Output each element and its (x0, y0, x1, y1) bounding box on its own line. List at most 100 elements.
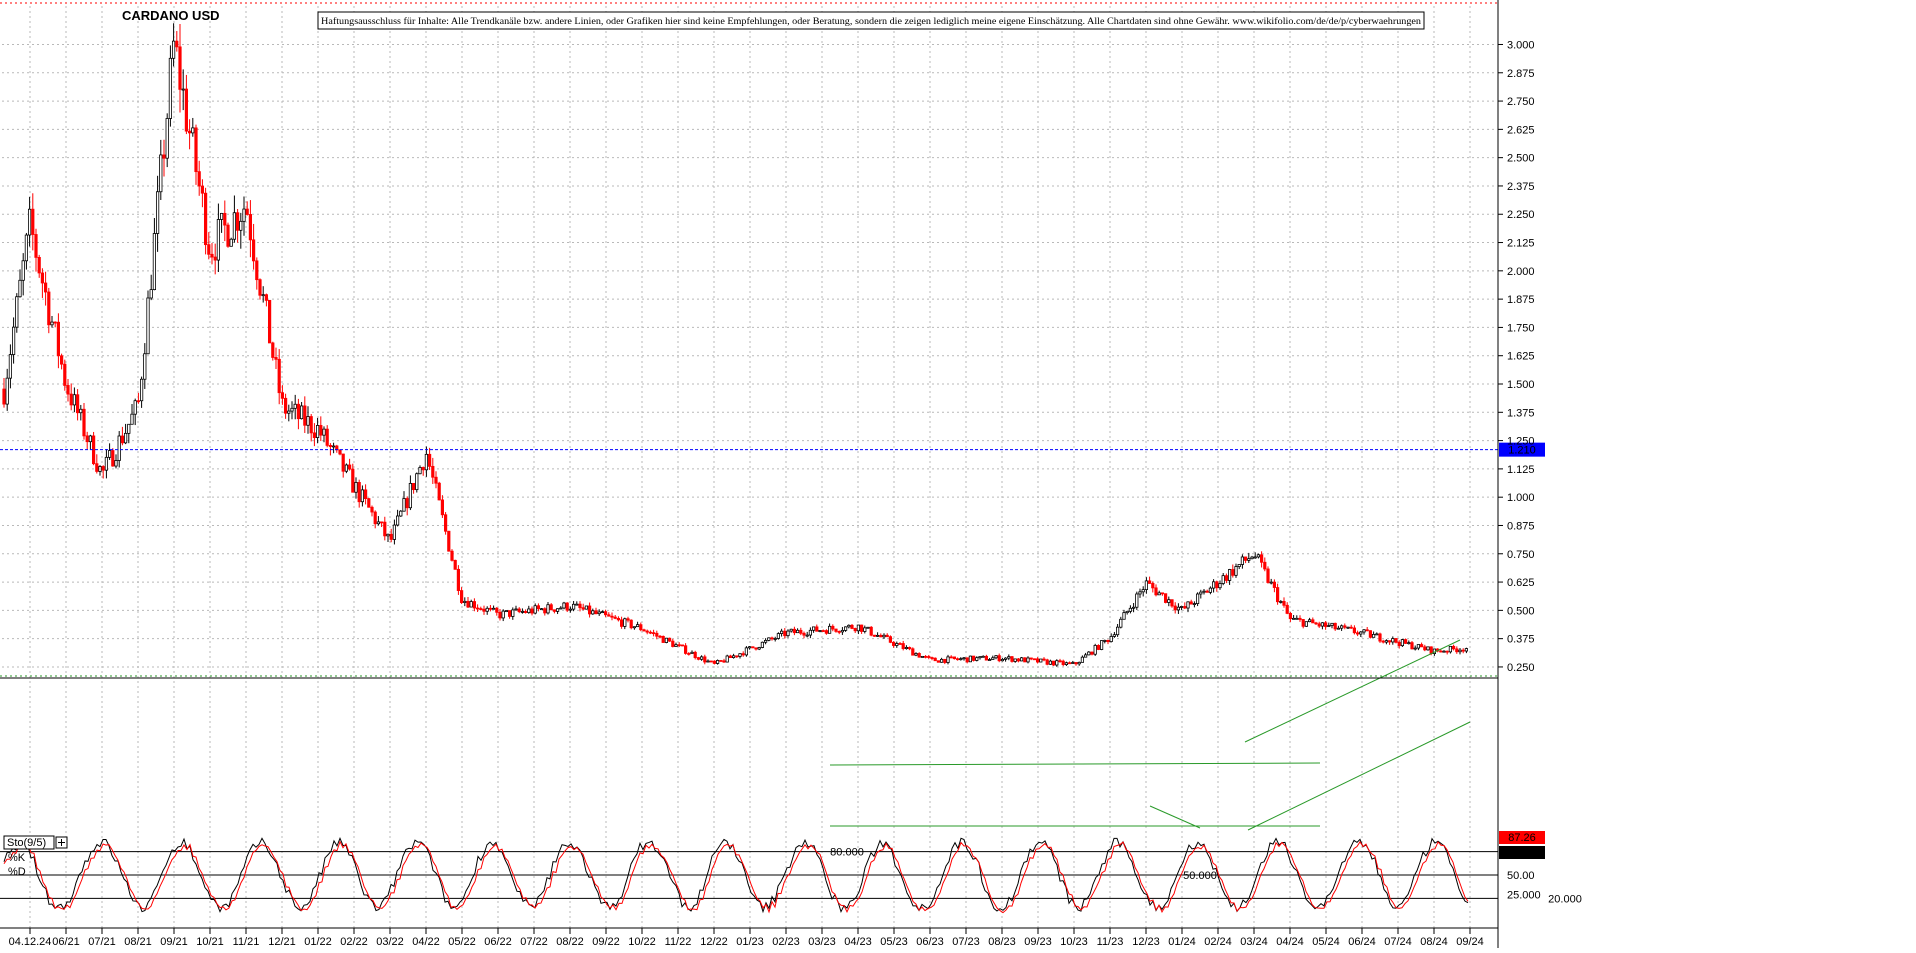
candle-body (581, 607, 585, 610)
candle-body (235, 212, 240, 231)
candle-body (748, 646, 752, 649)
candle-body (463, 600, 467, 603)
candle-body (831, 625, 835, 630)
y-tick-label: 2.750 (1507, 96, 1535, 108)
candle-body (1196, 593, 1200, 604)
candle-body (972, 655, 976, 661)
axis-layer: 3.000 2.875 2.750 2.625 2.500 2.375 2.250 2.125… (0, 0, 1535, 948)
chart-title: CARDANO USD (122, 8, 220, 23)
candle-body (1199, 591, 1203, 595)
candle-body (1080, 656, 1084, 663)
candle-body (661, 635, 665, 643)
candle-body (1301, 619, 1305, 627)
x-tick-label: 03/22 (376, 936, 404, 948)
candle-body (693, 651, 697, 658)
x-tick-label: 01/22 (304, 936, 332, 948)
candle-body (1061, 660, 1065, 665)
trend-line (1244, 639, 1461, 743)
sto-title: Sto(9/5) (7, 837, 46, 849)
candle-body (31, 208, 35, 235)
candle-body (1231, 569, 1235, 576)
candle-body (223, 212, 227, 226)
candle-body (703, 656, 707, 663)
candle-body (648, 631, 653, 634)
candle-body (1442, 650, 1446, 653)
candle-body (1244, 556, 1248, 561)
candle-body (578, 603, 582, 609)
candle-body (1292, 617, 1296, 620)
candle-body (856, 624, 861, 632)
x-tick-label: 05/24 (1312, 936, 1340, 948)
candle-body (18, 279, 22, 298)
candle-body (738, 653, 742, 657)
y-tick-label: 2.625 (1507, 124, 1535, 136)
sto-d-value: 87.26 (1508, 832, 1536, 844)
candle-body (751, 646, 755, 649)
candle-body (1455, 648, 1459, 653)
disclaimer-text: Haftungsausschluss für Inhalte: Alle Tre… (321, 16, 1422, 26)
candle-body (584, 605, 589, 610)
candle-body (21, 260, 25, 281)
candle-body (1260, 554, 1264, 563)
x-tick-label: 07/21 (88, 936, 116, 948)
y-tick-label: 1.875 (1507, 294, 1535, 306)
candle-body (536, 605, 541, 610)
candle-body (1253, 556, 1257, 559)
candle-body (72, 394, 76, 406)
candle-body (1458, 649, 1462, 653)
candle-body (924, 655, 928, 658)
candle-body (1039, 658, 1043, 663)
candle-body (424, 453, 429, 471)
sto-level-label: 20.000 (1548, 893, 1582, 905)
candle-body (1023, 657, 1027, 663)
candle-body (431, 465, 435, 478)
candle-body (53, 321, 57, 324)
candle-body (325, 428, 329, 446)
x-tick-label: 12/22 (700, 936, 728, 948)
candle-body (136, 400, 140, 403)
candle-body (1263, 561, 1267, 570)
candle-body (63, 363, 67, 386)
candle-body (1413, 647, 1417, 650)
candle-body (927, 656, 931, 658)
candle-body (232, 212, 236, 240)
x-tick-label: 11/22 (665, 936, 692, 948)
x-tick-label: 02/22 (340, 936, 368, 948)
stochastic-panel: 80.000 50.000 20.000 50.00 25.000 87.26 86.50 S… (0, 831, 1582, 914)
candle-body (757, 647, 761, 650)
candle-body (450, 550, 454, 561)
x-tick-label: 02/23 (772, 936, 800, 948)
candle-body (40, 272, 45, 284)
x-tick-label: 08/21 (124, 936, 152, 948)
x-tick-label: 07/23 (952, 936, 980, 948)
candle-body (124, 432, 128, 444)
candle-body (767, 637, 771, 641)
candle-body (1288, 612, 1292, 620)
candle-body (1311, 619, 1315, 624)
candle-body (370, 506, 374, 513)
candle-body (1004, 657, 1008, 660)
candle-body (357, 482, 361, 503)
candle-body (155, 191, 160, 234)
candle-body (613, 616, 617, 619)
candle-body (1135, 593, 1139, 608)
x-tick-label: 06/21 (52, 936, 80, 948)
candle-body (1064, 662, 1068, 665)
candle-body (1420, 644, 1424, 648)
candle-body (117, 435, 121, 461)
candle-body (796, 629, 800, 634)
candle-body (114, 460, 118, 467)
candle-body (837, 631, 841, 633)
x-tick-label: 06/24 (1348, 936, 1376, 948)
candle-body (952, 656, 957, 660)
candle-body (719, 660, 723, 662)
candle-body (296, 403, 301, 420)
candle-body (447, 530, 451, 552)
candle-body (1333, 622, 1337, 630)
candle-body (488, 607, 493, 610)
candle-body (1256, 554, 1260, 558)
candle-body (322, 428, 326, 436)
candle-body (1240, 556, 1244, 565)
candle-body (597, 611, 601, 615)
candle-body (940, 658, 944, 663)
